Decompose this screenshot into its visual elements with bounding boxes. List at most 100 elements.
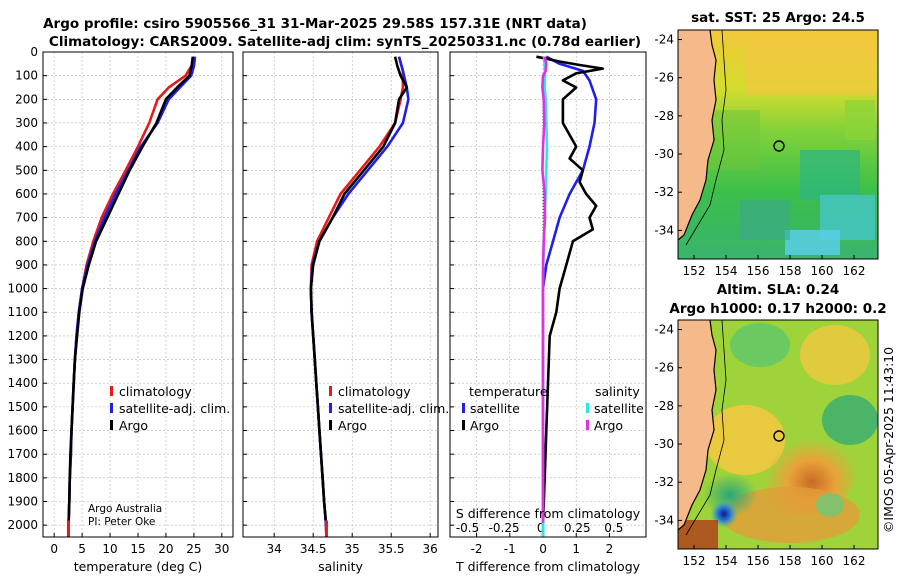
x-axis-label: T difference from climatology (455, 559, 641, 574)
s-tick-label: -0.5 (456, 521, 479, 535)
y-tick-label: 1000 (7, 282, 38, 296)
legend-label-satellite: satellite-adj. clim. (119, 401, 230, 416)
y-tick-label: 900 (15, 258, 38, 272)
legend-swatch-satellite (329, 403, 332, 413)
x-tick-label: 30 (214, 542, 229, 556)
sst-patches (700, 40, 875, 255)
series-line-t-argo (536, 55, 605, 526)
legend-swatch-s-argo (586, 420, 589, 430)
map-x-tick-label: 154 (715, 264, 738, 278)
sla-patches (678, 323, 878, 549)
x-tick-label: 36 (423, 542, 438, 556)
sst-axes: 152 154 156 158 160 162 -24 -26 -28 -30 -32 -34 (654, 33, 865, 278)
series-line-satellite-adj-clim- (67, 56, 197, 538)
salinity-panel: 34 34.5 35 35.5 36 salinity (242, 51, 439, 574)
figure-title-line1: Argo profile: csiro 5905566_31 31-Mar-20… (43, 16, 587, 32)
y-tick-label: 200 (15, 92, 38, 106)
x-tick-label: 25 (186, 542, 201, 556)
legend-swatch-t-argo (462, 420, 465, 430)
salinity-legend: climatology satellite-adj. clim. Argo (329, 384, 449, 433)
sla-map-title-line1: Altim. SLA: 0.24 (717, 282, 839, 298)
map-y-tick-label: -30 (654, 437, 674, 451)
legend-swatch-satellite (110, 403, 113, 413)
map-y-tick-label: -26 (654, 361, 674, 375)
legend-swatch-argo (329, 420, 332, 430)
x-tick-label: 34 (267, 542, 282, 556)
figure-title-line2: Climatology: CARS2009. Satellite-adj cli… (49, 34, 641, 50)
sst-argo-marker (773, 140, 785, 152)
legend-swatch-argo (110, 420, 113, 430)
sla-argo-marker (773, 430, 785, 442)
series-line-t-satellite (541, 55, 598, 526)
map-x-tick-label: 152 (683, 554, 706, 568)
y-tick-label: 300 (15, 116, 38, 130)
map-x-tick-label: 152 (683, 264, 706, 278)
y-tick-label: 400 (15, 140, 38, 154)
map-y-tick-label: -34 (654, 223, 674, 237)
x-tick-label: -1 (504, 542, 516, 556)
x-tick-label: 35.5 (378, 542, 405, 556)
sla-land (678, 320, 716, 530)
sst-map-title: sat. SST: 25 Argo: 24.5 (691, 10, 865, 26)
difference-panel: -2 -1 0 1 2 -0.5 -0.25 0 0.25 0.5 T difference fro… (449, 51, 647, 574)
s-difference-label: S difference from climatology (456, 506, 641, 521)
sst-land (678, 30, 716, 240)
series-line-climatology (67, 56, 196, 538)
y-tick-label: 1800 (7, 471, 38, 485)
bottom-cap (324, 520, 328, 537)
legend-swatch-t-satellite (462, 403, 465, 413)
x-tick-label: 15 (130, 542, 145, 556)
sla-coastline (677, 319, 717, 531)
x-axis-label: temperature (deg C) (74, 559, 203, 574)
map-x-tick-label: 160 (811, 554, 834, 568)
map-x-tick-label: 154 (715, 554, 738, 568)
y-tick-label: 2000 (7, 518, 38, 532)
map-y-tick-label: -28 (654, 109, 674, 123)
y-tick-label: 0 (30, 45, 38, 59)
legend-title-temperature: temperature (469, 384, 548, 399)
y-tick-label: 1700 (7, 447, 38, 461)
y-tick-label: 1600 (7, 424, 38, 438)
series-line-satellite-adj-clim- (309, 56, 410, 538)
bottom-cap (66, 520, 70, 537)
x-tick-label: 34.5 (300, 542, 327, 556)
series-line-climatology (309, 56, 405, 538)
sst-map: sat. SST: 25 Argo: 24.5 152 154 156 158 160 1… (654, 10, 879, 278)
legend-label-t-argo: Argo (470, 418, 499, 433)
legend-swatch-climatology (329, 386, 332, 396)
map-y-tick-label: -32 (654, 185, 674, 199)
sst-frame (677, 29, 879, 260)
footer-timestamp: ©IMOS 05-Apr-2025 11:43:10 (881, 347, 896, 533)
legend-swatch-climatology (110, 386, 113, 396)
sla-isobath (685, 319, 727, 536)
x-tick-label: 20 (158, 542, 173, 556)
legend-label-s-satellite: satellite (594, 401, 644, 416)
sla-map: Altim. SLA: 0.24 Argo h1000: 0.17 h2000:… (654, 282, 886, 568)
series-line-argo (309, 56, 409, 521)
x-tick-label: 2 (606, 542, 614, 556)
s-tick-label: -0.25 (489, 521, 520, 535)
difference-legend: temperature salinity satellite Argo sate… (462, 384, 644, 433)
sst-isobath (685, 29, 727, 246)
map-y-tick-label: -28 (654, 399, 674, 413)
legend-label-climatology: climatology (338, 384, 411, 399)
map-y-tick-label: -30 (654, 147, 674, 161)
s-tick-label: 0.25 (564, 521, 591, 535)
sla-map-title-line2: Argo h1000: 0.17 h2000: 0.2 (669, 301, 886, 317)
map-y-tick-label: -32 (654, 475, 674, 489)
legend-title-salinity: salinity (595, 384, 640, 399)
sla-axes: 152 154 156 158 160 162 -24 -26 -28 -30 -32 -34 (654, 323, 865, 568)
y-tick-label: 800 (15, 234, 38, 248)
sst-coastline (677, 29, 717, 241)
legend-label-argo: Argo (119, 418, 148, 433)
y-tick-label: 1900 (7, 495, 38, 509)
map-x-tick-label: 162 (843, 554, 866, 568)
y-tick-label: 600 (15, 187, 38, 201)
series-line-s-argo (541, 56, 548, 526)
s-tick-label: 0 (537, 521, 545, 535)
map-x-tick-label: 162 (843, 264, 866, 278)
legend-swatch-s-satellite (586, 403, 589, 413)
legend-label-climatology: climatology (119, 384, 192, 399)
credit-line2: PI: Peter Oke (88, 516, 155, 528)
bottom-cap (541, 522, 545, 537)
